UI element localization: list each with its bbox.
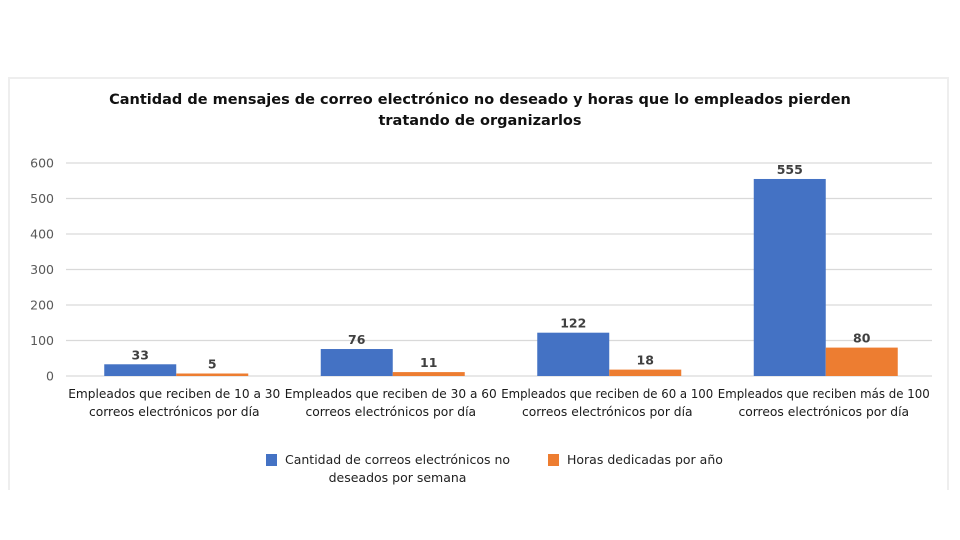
legend-label-line-2: deseados por semana bbox=[328, 470, 467, 485]
bar-spam-emails-1[interactable] bbox=[104, 364, 177, 376]
chart-title-line-1: Cantidad de mensajes de correo electróni… bbox=[109, 92, 851, 108]
y-tick-label: 500 bbox=[30, 191, 54, 206]
bar-hours-3[interactable] bbox=[609, 369, 682, 376]
bar-hours-2[interactable] bbox=[392, 372, 465, 376]
x-category-label: Empleados que reciben de 30 a 60 bbox=[285, 387, 497, 401]
x-axis-categories: Empleados que reciben de 10 a 30 correos … bbox=[68, 387, 930, 419]
y-tick-label: 600 bbox=[30, 156, 54, 171]
x-category-label: Empleados que reciben de 10 a 30 bbox=[68, 387, 280, 401]
chart-title: Cantidad de mensajes de correo electróni… bbox=[100, 90, 860, 132]
y-tick-label: 100 bbox=[30, 333, 54, 348]
legend-label: Cantidad de correos electrónicos no dese… bbox=[285, 451, 510, 487]
y-tick-label: 200 bbox=[30, 298, 54, 313]
legend-item-series-1[interactable]: Cantidad de correos electrónicos no dese… bbox=[266, 451, 510, 487]
data-label: 80 bbox=[853, 331, 871, 346]
data-label: 5 bbox=[208, 357, 217, 372]
x-category-label: correos electrónicos por día bbox=[89, 405, 260, 419]
chart-frame bbox=[8, 77, 949, 490]
data-label: 18 bbox=[637, 353, 654, 368]
x-category-label: correos electrónicos por día bbox=[738, 405, 909, 419]
y-axis-ticks: 0 100 200 300 400 500 600 bbox=[30, 156, 54, 384]
data-label: 33 bbox=[132, 347, 149, 362]
legend-label-line-1: Horas dedicadas por año bbox=[567, 452, 723, 467]
bar-spam-emails-3[interactable] bbox=[537, 332, 610, 376]
bar-spam-emails-2[interactable] bbox=[320, 349, 393, 376]
legend-item-series-2[interactable]: Horas dedicadas por año bbox=[548, 451, 723, 469]
x-category-label: correos electrónicos por día bbox=[522, 405, 693, 419]
bar-hours-1[interactable] bbox=[176, 373, 249, 377]
x-category-label: correos electrónicos por día bbox=[305, 405, 476, 419]
data-labels: 33 5 76 11 122 18 555 80 bbox=[132, 162, 871, 372]
bar-spam-emails-4[interactable] bbox=[753, 178, 826, 376]
y-tick-label: 0 bbox=[46, 369, 54, 384]
bars bbox=[104, 178, 898, 377]
legend-label: Horas dedicadas por año bbox=[567, 451, 723, 469]
data-label: 122 bbox=[560, 316, 586, 331]
y-tick-label: 300 bbox=[30, 262, 54, 277]
chart-legend: Cantidad de correos electrónicos no dese… bbox=[0, 451, 960, 491]
data-label: 11 bbox=[420, 355, 437, 370]
x-category-label: Empleados que reciben más de 100 bbox=[718, 387, 930, 401]
y-tick-label: 400 bbox=[30, 227, 54, 242]
x-category-label: Empleados que reciben de 60 a 100 bbox=[501, 387, 713, 401]
legend-swatch-orange bbox=[548, 454, 559, 466]
legend-swatch-blue bbox=[266, 454, 277, 466]
bar-hours-4[interactable] bbox=[825, 347, 898, 376]
legend-label-line-1: Cantidad de correos electrónicos no bbox=[285, 452, 511, 467]
chart-title-line-2: tratando de organizarlos bbox=[378, 113, 582, 129]
data-label: 555 bbox=[777, 162, 803, 177]
data-label: 76 bbox=[348, 332, 366, 347]
